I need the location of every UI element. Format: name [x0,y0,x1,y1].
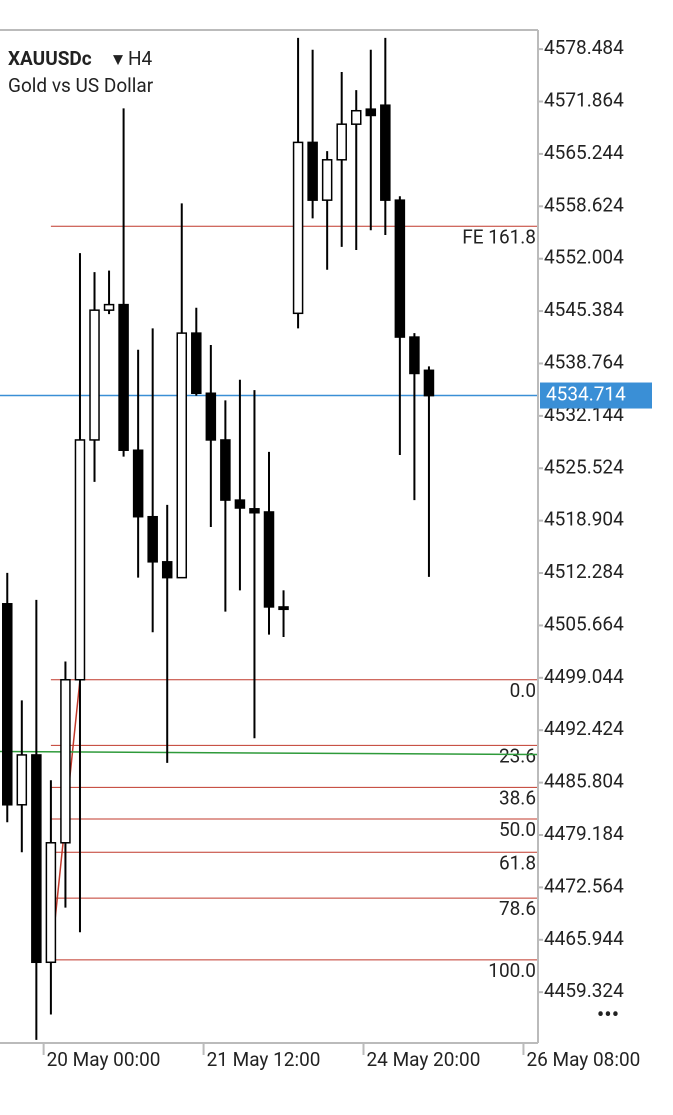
description: Gold vs US Dollar [8,74,154,97]
y-tick-label: 4578.484 [544,36,624,59]
candle-body-bull [103,303,115,311]
y-tick-label: 4479.184 [544,822,624,845]
y-tick-label: 4472.564 [544,874,624,897]
candle-body-bear [394,199,406,338]
candle-body-bull [16,754,28,806]
timeframe[interactable]: H4 [128,47,153,70]
x-tick-label: 26 May 08:00 [526,1048,640,1071]
y-tick-label: 4459.324 [544,979,624,1002]
candle-body-bear [423,369,435,397]
candle-body-bear [147,515,158,563]
trend-line [0,750,539,756]
fibo-label: 100.0 [488,959,536,982]
candle-body-bear [263,511,275,608]
fibo-label: 78.6 [499,897,536,920]
y-tick-label: 4485.804 [544,770,624,793]
plot-area: 0.0 23.6 38.6 50.0 61.8 78.6 100.0 FE 161.8 [0,37,539,1040]
y-tick-label: 4538.764 [544,350,624,373]
fibo-label: 61.8 [499,851,536,874]
candle-body-bear [278,606,289,611]
candle-body-bear [161,561,173,579]
y-tick-label: 4512.284 [544,560,624,583]
candle-body-bear [234,499,246,509]
symbol-dropdown[interactable]: ▼ [113,52,123,67]
y-tick-label: 4558.624 [544,193,624,216]
y-tick-label: 4499.044 [544,665,624,688]
y-tick-label: 4465.944 [544,927,624,950]
y-tick-label: 4525.524 [544,455,624,478]
fibo-label: 0.0 [510,679,536,702]
candle-body-bull [60,678,71,844]
candle-body-bear [2,603,13,806]
candle-body-bear [365,108,377,117]
candle-body-bull [74,439,86,681]
candle-body-bull [89,309,100,441]
fibo-label: FE 161.8 [462,225,536,248]
candle-body-bull [321,159,333,201]
candle-body-bull [350,109,362,125]
current-price-box [540,382,652,409]
candle-body-bull [176,332,188,579]
symbol[interactable]: XAUUSDc [8,47,92,70]
x-tick-label: 24 May 20:00 [367,1048,481,1071]
y-tick-label: 4552.004 [544,246,624,269]
candle-body-bull [45,842,57,964]
candle-body-bear [249,508,260,514]
y-tick-label: 4492.424 [544,717,624,740]
candle-body-bear [220,439,231,501]
x-tick-label: 20 May 00:00 [47,1048,161,1071]
y-tick-label: 4565.244 [544,141,624,164]
fibo-label: 23.6 [499,744,536,767]
candle-body-bear [409,336,420,375]
candle-body-bull [292,141,304,315]
candle-body-bear [380,104,391,201]
candle-body-bear [132,449,144,518]
candle-body-bear [307,141,318,201]
candle-body-bear [191,332,202,395]
y-tick-label: 4545.384 [544,298,624,321]
fibo-label: 38.6 [499,786,536,809]
fibo-label: 50.0 [499,818,536,841]
y-tick-label: 4518.904 [544,508,624,531]
x-tick-label: 21 May 12:00 [207,1048,321,1071]
y-tick-label: 4571.864 [544,89,624,112]
candle-body-bear [118,303,129,451]
y-tick-label: 4505.664 [544,612,624,635]
current-price-label: 4534.714 [546,383,626,406]
candle-body-bear [31,754,42,964]
y-tick-label: 4532.144 [544,403,624,426]
candle-body-bull [336,123,347,161]
candle-body-bear [205,392,217,441]
menu-dots[interactable]: ••• [597,1003,619,1028]
